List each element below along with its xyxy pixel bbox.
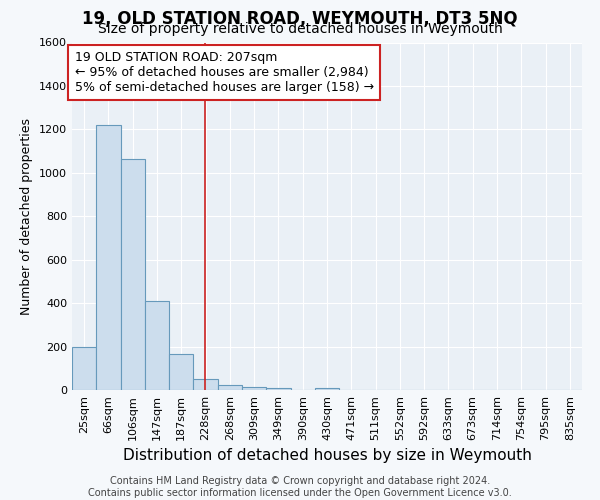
Text: 19, OLD STATION ROAD, WEYMOUTH, DT3 5NQ: 19, OLD STATION ROAD, WEYMOUTH, DT3 5NQ	[82, 10, 518, 28]
Bar	[145, 301, 169, 390]
Y-axis label: Number of detached properties: Number of detached properties	[20, 118, 34, 315]
Text: Contains HM Land Registry data © Crown copyright and database right 2024.
Contai: Contains HM Land Registry data © Crown c…	[88, 476, 512, 498]
Bar	[121, 158, 145, 390]
Bar	[96, 125, 121, 390]
Bar	[72, 346, 96, 390]
Bar	[266, 388, 290, 390]
Bar	[169, 354, 193, 390]
Bar	[315, 388, 339, 390]
Bar	[218, 384, 242, 390]
Text: Size of property relative to detached houses in Weymouth: Size of property relative to detached ho…	[98, 22, 502, 36]
Text: 19 OLD STATION ROAD: 207sqm
← 95% of detached houses are smaller (2,984)
5% of s: 19 OLD STATION ROAD: 207sqm ← 95% of det…	[74, 51, 374, 94]
Bar	[242, 386, 266, 390]
X-axis label: Distribution of detached houses by size in Weymouth: Distribution of detached houses by size …	[122, 448, 532, 464]
Bar	[193, 379, 218, 390]
